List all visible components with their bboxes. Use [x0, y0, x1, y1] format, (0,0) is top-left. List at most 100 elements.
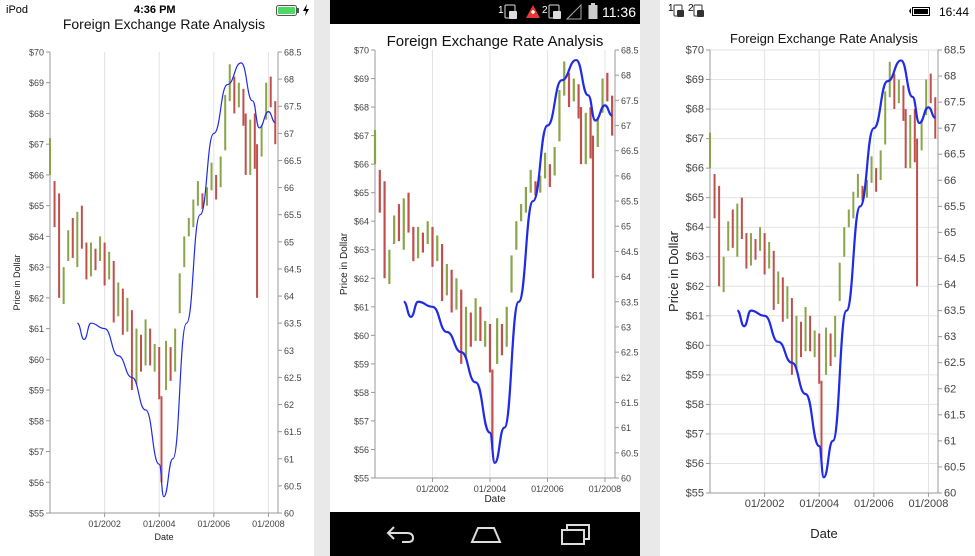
- candle: [397, 204, 401, 242]
- y2-tick-label: 60: [284, 509, 294, 519]
- x-axis-title: Date: [484, 494, 506, 505]
- candle: [71, 217, 74, 258]
- y-tick-label: $70: [29, 48, 44, 58]
- candle: [759, 227, 762, 251]
- y2-tick-label: 66.5: [944, 149, 965, 161]
- candle: [879, 150, 882, 180]
- status-time: 4:36 PM: [134, 4, 176, 16]
- candle: [488, 323, 492, 373]
- candle: [373, 129, 377, 165]
- candle: [591, 135, 595, 279]
- candle: [870, 156, 873, 183]
- y2-tick-label: 67: [944, 123, 956, 135]
- candle: [909, 114, 912, 169]
- y-tick-label: $56: [29, 478, 44, 488]
- candle: [904, 109, 907, 169]
- candle: [553, 147, 556, 176]
- y2-tick-label: 64: [621, 272, 631, 282]
- y2-tick-label: 62.5: [944, 357, 965, 369]
- y2-tick-label: 65: [621, 222, 631, 232]
- candle: [174, 328, 177, 372]
- candle: [843, 227, 846, 257]
- x-tick-label: 01/2006: [531, 484, 564, 494]
- candle: [144, 319, 147, 366]
- notification-icon: [673, 4, 685, 21]
- candle: [825, 327, 828, 375]
- candle: [740, 197, 743, 240]
- candle: [606, 72, 609, 102]
- y-tick-label: $60: [686, 340, 704, 352]
- y2-tick-label: 64.5: [944, 253, 965, 265]
- y2-tick-label: 63: [621, 322, 631, 332]
- y2-tick-label: 68.5: [621, 46, 639, 56]
- back-icon[interactable]: [385, 525, 415, 548]
- candle: [260, 125, 263, 157]
- y2-tick-label: 66.5: [284, 156, 302, 166]
- candle: [135, 328, 138, 384]
- y2-tick-label: 67: [621, 121, 631, 131]
- notification-icon: [548, 4, 562, 23]
- candle: [897, 79, 900, 104]
- candle: [76, 211, 79, 268]
- candle: [804, 306, 807, 352]
- y2-tick-label: 62.5: [621, 348, 639, 358]
- candle: [763, 233, 766, 275]
- candle: [407, 192, 410, 233]
- forex-chart: Foreign Exchange Rate Analysis $55 $56 $57 $…: [666, 31, 965, 541]
- candle: [460, 289, 463, 364]
- y2-tick-label: 62.5: [284, 373, 302, 383]
- candle: [445, 264, 448, 296]
- y-tick-label: $67: [686, 133, 704, 145]
- x-tick-label: 01/2008: [909, 498, 949, 510]
- y-tick-label: $61: [354, 302, 369, 312]
- candle: [861, 185, 864, 201]
- candle: [108, 251, 111, 280]
- candle: [916, 138, 919, 287]
- y-tick-label: $59: [29, 386, 44, 396]
- candle: [709, 132, 711, 169]
- candle: [474, 298, 477, 342]
- candle: [421, 232, 425, 253]
- forex-chart: Foreign Exchange Rate Analysis $55 $56 $57 $…: [12, 16, 302, 542]
- android-navigation-bar: [330, 512, 640, 556]
- candle: [440, 244, 444, 302]
- candle: [58, 193, 61, 298]
- candle: [584, 112, 587, 165]
- y-tick-label: $63: [354, 245, 369, 255]
- candle: [412, 226, 415, 262]
- candle: [496, 318, 499, 364]
- y2-tick-label: 65.5: [621, 197, 639, 207]
- candle: [169, 347, 172, 381]
- candle: [121, 288, 124, 335]
- candle: [579, 107, 583, 165]
- candle: [165, 340, 168, 391]
- candle: [153, 343, 156, 372]
- candle: [813, 330, 816, 358]
- y-tick-label: $63: [29, 263, 44, 273]
- candle: [233, 76, 236, 114]
- y2-tick-label: 63: [944, 331, 956, 343]
- y2-tick-label: 68: [944, 71, 956, 83]
- chart-title: Foreign Exchange Rate Analysis: [63, 16, 265, 32]
- windows-phone-screen: 1 2 16:44 Foreign Exchange Rate Analysis…: [660, 0, 975, 556]
- candle: [62, 267, 65, 305]
- y-tick-label: $61: [29, 324, 44, 334]
- y2-tick-label: 63.5: [284, 319, 302, 329]
- windows-status-bar: 1 2 16:44: [660, 0, 975, 24]
- battery-icon: [588, 3, 598, 23]
- y2-tick-label: 67.5: [621, 96, 639, 106]
- candle: [925, 79, 928, 115]
- y-tick-label: $62: [686, 281, 704, 293]
- candle: [768, 241, 771, 269]
- y-tick-label: $61: [686, 310, 704, 322]
- candle: [383, 181, 386, 279]
- candle: [722, 256, 725, 293]
- candle: [196, 181, 199, 206]
- y2-tick-label: 68: [621, 71, 631, 81]
- notification-icon: [504, 4, 518, 23]
- y2-tick-label: 61.5: [621, 398, 639, 408]
- home-icon[interactable]: [470, 524, 502, 549]
- candle: [80, 205, 83, 249]
- recents-icon[interactable]: [560, 523, 592, 550]
- y2-tick-label: 61: [944, 435, 956, 447]
